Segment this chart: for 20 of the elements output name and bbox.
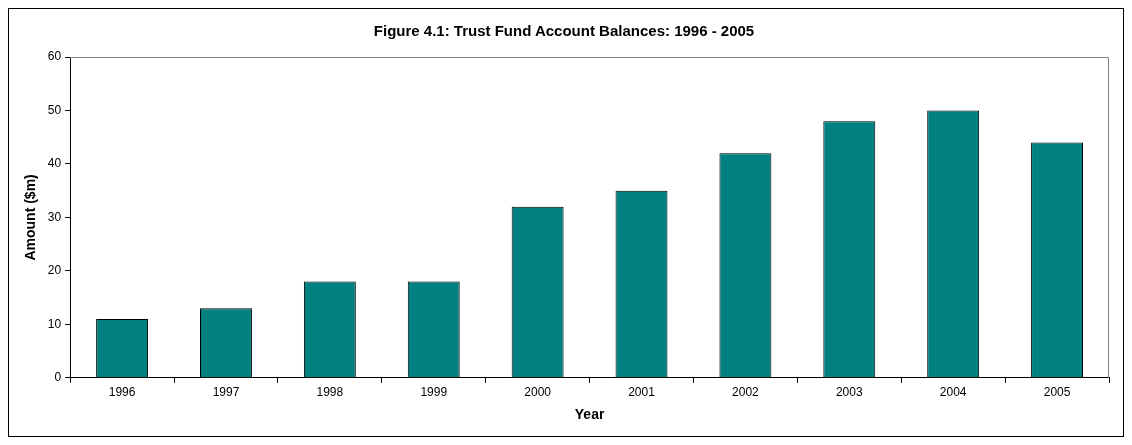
x-tick-label: 2001 [628,385,656,400]
x-tick-label: 1998 [316,385,344,400]
x-tick-label: 1999 [420,385,448,400]
x-tick-label: 2005 [1043,385,1071,400]
x-tick-label: 1996 [108,385,136,400]
x-tick-label: 2000 [524,385,552,400]
x-tick-label: 2002 [732,385,760,400]
y-tick-label: 30 [47,209,62,224]
y-tick-label: 50 [47,102,62,117]
y-tick-label: 20 [47,263,62,278]
x-axis-title: Year [574,406,605,423]
x-tick-label: 2003 [835,385,863,400]
x-tick-label: 2004 [939,385,967,400]
y-tick-label: 10 [47,316,62,331]
y-axis-title: Amount ($m) [22,174,39,261]
x-tick-label: 1997 [212,385,240,400]
y-tick-label: 0 [54,370,62,385]
y-tick-label: 40 [47,156,62,171]
chart-title: Figure 4.1: Trust Fund Account Balances: 1996 - 2005 [373,22,755,40]
y-tick-label: 60 [47,49,62,64]
